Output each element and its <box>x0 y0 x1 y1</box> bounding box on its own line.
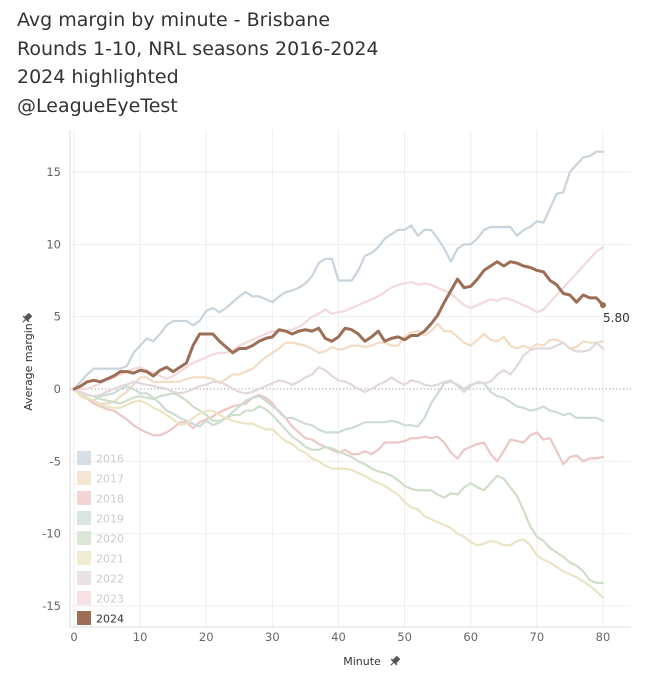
grid-layer <box>69 130 631 628</box>
legend-label-2023: 2023 <box>96 593 124 606</box>
x-tick-label: 60 <box>463 630 478 644</box>
legend-label-2017: 2017 <box>96 473 124 486</box>
title-line-3: 2024 highlighted <box>17 66 179 88</box>
x-tick-label: 50 <box>397 630 412 644</box>
series-line-2021 <box>72 387 605 599</box>
series-line-2017 <box>72 322 605 405</box>
y-tick-label: 10 <box>46 237 61 251</box>
y-tick-label: -5 <box>50 454 61 468</box>
series-line-2023 <box>72 246 605 391</box>
legend-label-2022: 2022 <box>96 573 124 586</box>
x-tick-label: 40 <box>331 630 346 644</box>
legend-swatch-2016 <box>77 451 91 465</box>
y-tick-label: 0 <box>54 382 61 396</box>
x-tick-label: 20 <box>199 630 214 644</box>
x-axis-label: Minute <box>343 655 381 668</box>
title-line-1: Avg margin by minute - Brisbane <box>17 9 331 31</box>
end-value-label: 5.80 <box>603 311 630 325</box>
series-line-2022 <box>72 341 605 398</box>
title-line-4: @LeagueEyeTest <box>17 94 178 117</box>
series-line-2018 <box>72 387 605 466</box>
legend: 2016 2017 2018 2019 2020 2021 2022 2023 2024 <box>77 451 124 626</box>
title-block: Avg margin by minute - Brisbane Rounds 1… <box>17 6 379 120</box>
axis-layer: Average margin Minute 0 10 20 30 40 50 60 70 80-… <box>20 165 611 668</box>
legend-label-2016: 2016 <box>96 453 124 466</box>
x-axis-pin-icon[interactable] <box>388 655 401 668</box>
legend-label-2020: 2020 <box>96 533 124 546</box>
y-axis-pin-icon[interactable] <box>20 312 33 325</box>
legend-label-2018: 2018 <box>96 493 124 506</box>
series-line-2020 <box>72 387 605 585</box>
title-line-2: Rounds 1-10, NRL seasons 2016-2024 <box>17 37 379 60</box>
y-tick-label: 5 <box>54 310 61 324</box>
series-line-2019 <box>72 380 605 434</box>
legend-swatch-2023 <box>77 591 91 605</box>
x-tick-label: 10 <box>133 630 148 644</box>
legend-swatch-2022 <box>77 571 91 585</box>
y-tick-label: -10 <box>42 527 61 541</box>
series-line-2016 <box>72 150 605 391</box>
legend-label-2021: 2021 <box>96 553 124 566</box>
legend-label-2024: 2024 <box>96 613 124 626</box>
y-tick-label: -15 <box>42 599 61 613</box>
x-tick-label: 0 <box>70 630 77 644</box>
legend-swatch-2018 <box>77 491 91 505</box>
series-end-marker-2024 <box>600 302 606 309</box>
legend-swatch-2020 <box>77 531 91 545</box>
series-line-2024 <box>72 260 605 391</box>
series-layer <box>72 150 606 599</box>
legend-label-2019: 2019 <box>96 513 124 526</box>
x-tick-label: 70 <box>530 630 545 644</box>
y-axis-label: Average margin <box>22 323 35 410</box>
legend-swatch-2024 <box>77 611 91 625</box>
legend-swatch-2017 <box>77 471 91 485</box>
y-tick-label: 15 <box>46 165 61 179</box>
legend-swatch-2021 <box>77 551 91 565</box>
x-tick-label: 80 <box>596 630 611 644</box>
legend-swatch-2019 <box>77 511 91 525</box>
x-tick-label: 30 <box>265 630 280 644</box>
